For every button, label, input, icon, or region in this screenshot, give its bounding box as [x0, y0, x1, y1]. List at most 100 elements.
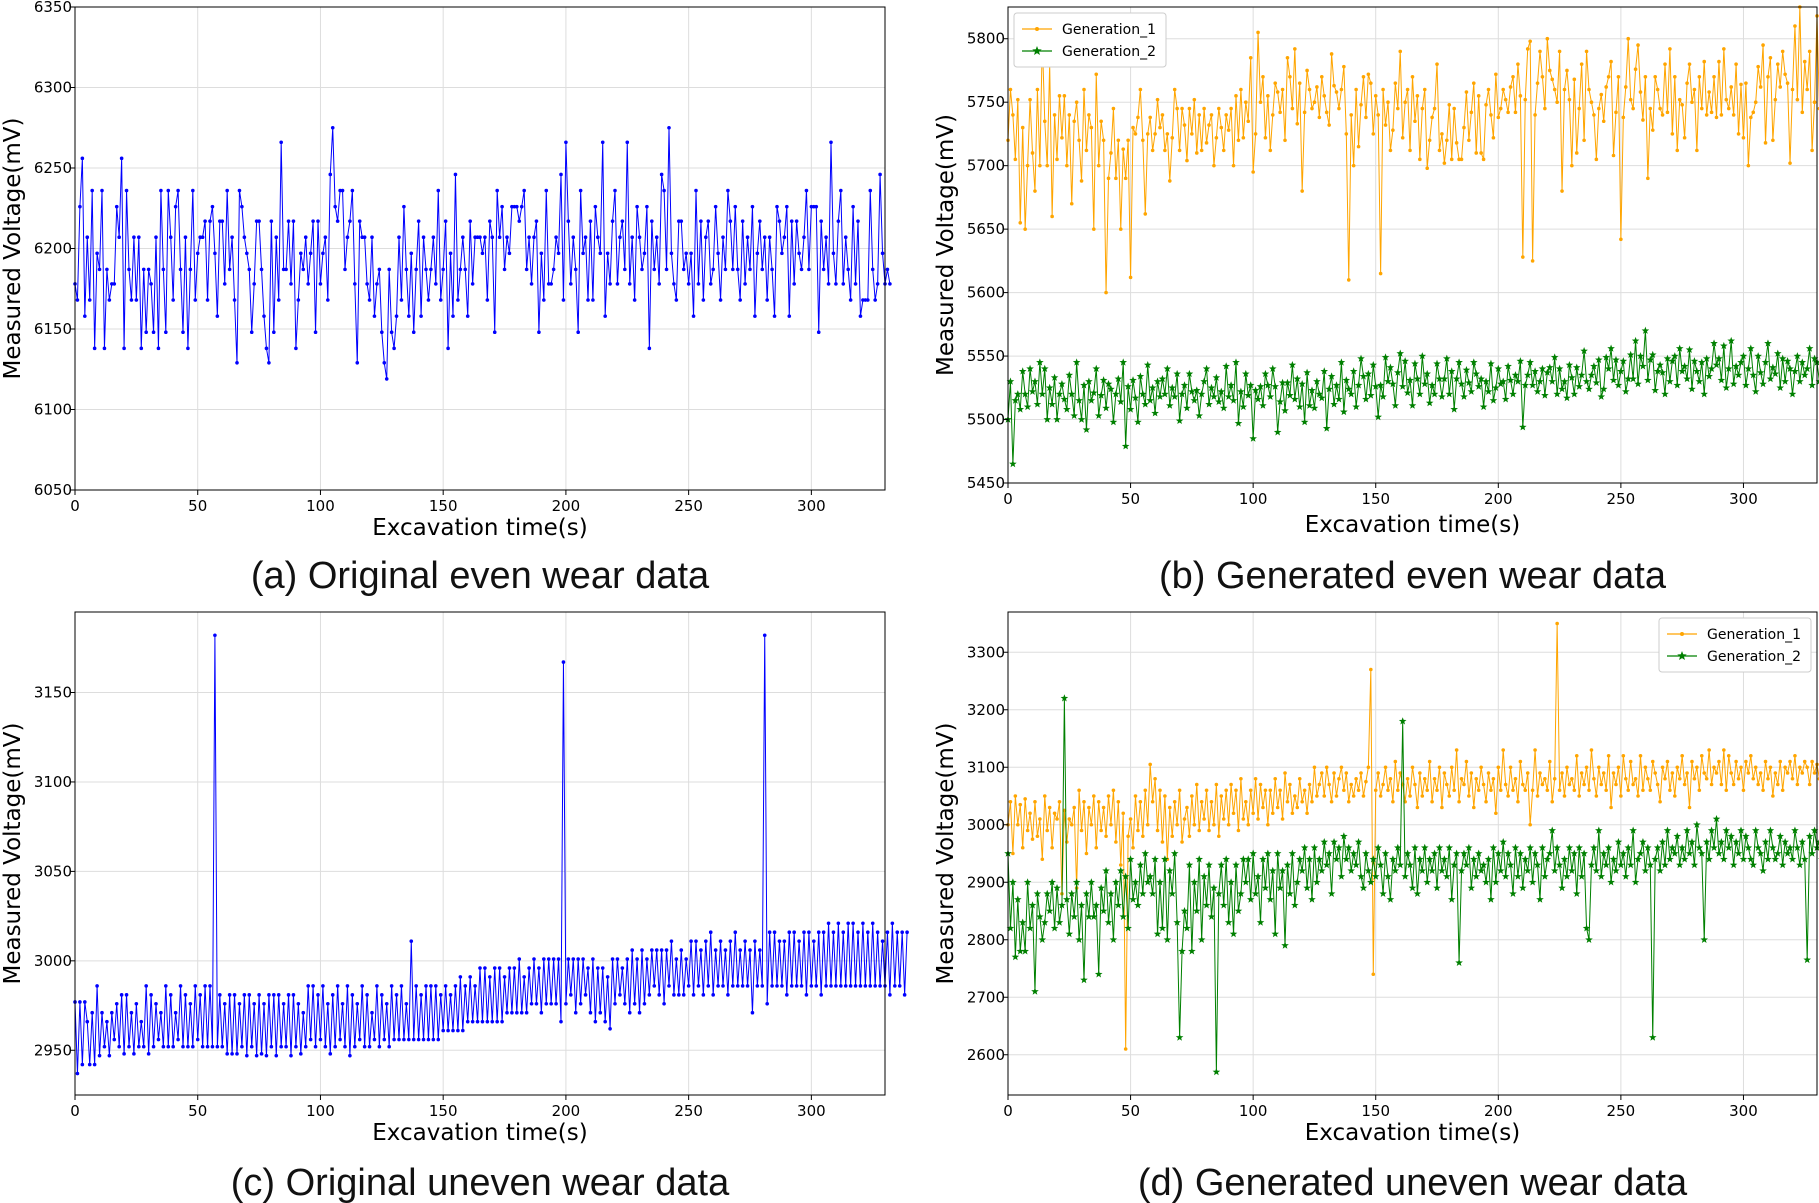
data-point-star	[1251, 386, 1260, 394]
data-point	[1324, 110, 1329, 115]
data-point	[1802, 759, 1807, 764]
data-point-star	[1479, 402, 1488, 411]
data-point-star	[1016, 405, 1025, 413]
data-point-star	[1519, 423, 1527, 431]
data-point-star	[1769, 843, 1777, 851]
data-point	[183, 993, 188, 997]
data-point	[1241, 817, 1246, 821]
data-point	[1160, 113, 1165, 117]
data-point	[176, 1037, 180, 1042]
data-point	[873, 298, 877, 302]
data-point	[313, 1044, 318, 1049]
data-point	[249, 330, 254, 335]
data-point-star	[1771, 855, 1780, 863]
data-point	[286, 993, 291, 997]
data-point	[1533, 748, 1537, 752]
data-point-star	[1070, 411, 1078, 419]
data-point	[279, 1044, 283, 1049]
data-point	[866, 930, 870, 935]
data-point-star	[1396, 349, 1405, 357]
data-point	[1241, 135, 1246, 140]
data-point	[242, 235, 247, 240]
data-point-star	[1695, 843, 1704, 851]
data-point	[772, 930, 777, 935]
data-point-star	[1425, 399, 1434, 407]
data-point	[1577, 106, 1581, 111]
data-point-star	[1413, 374, 1422, 383]
data-point	[1469, 771, 1474, 775]
data-point	[1008, 799, 1013, 804]
data-point	[537, 966, 541, 970]
data-point	[1011, 851, 1015, 856]
data-point-star	[1327, 889, 1336, 897]
data-point-star	[1683, 826, 1691, 834]
data-point	[1697, 75, 1702, 79]
y-tick-label: 3150	[34, 684, 72, 702]
data-point	[1248, 788, 1253, 793]
data-point	[588, 219, 593, 223]
data-point-star	[1131, 878, 1140, 886]
data-point	[593, 1019, 598, 1024]
data-point	[1783, 72, 1787, 77]
data-point-star	[1139, 390, 1147, 398]
data-point	[1013, 157, 1018, 162]
data-point-star	[1038, 935, 1047, 943]
data-point-star	[1156, 392, 1164, 400]
data-point	[1383, 123, 1388, 127]
data-point	[213, 251, 217, 256]
data-point	[821, 267, 826, 272]
data-point	[284, 267, 288, 272]
data-point	[1641, 788, 1645, 793]
data-point	[1270, 811, 1275, 816]
data-point-star	[1783, 849, 1792, 857]
data-point	[586, 966, 590, 970]
data-point	[480, 1019, 485, 1024]
data-point-star	[1192, 386, 1201, 394]
data-point	[1386, 100, 1390, 104]
data-point	[738, 298, 742, 302]
data-point	[1631, 782, 1635, 787]
data-point	[868, 188, 873, 193]
data-point	[338, 188, 342, 193]
data-point	[1498, 788, 1503, 793]
data-point	[657, 282, 661, 286]
y-axis-label: Measured Voltage(mV)	[933, 722, 959, 984]
data-point	[691, 993, 696, 997]
data-point	[1121, 147, 1126, 151]
data-point	[1430, 799, 1434, 804]
data-point	[672, 282, 676, 286]
data-point	[1761, 43, 1765, 47]
data-point	[824, 235, 828, 240]
data-point-star	[1094, 411, 1103, 419]
data-point	[647, 346, 652, 351]
data-point	[1736, 776, 1741, 781]
data-point-star	[1229, 930, 1238, 938]
series-line	[1007, 330, 1819, 464]
data-point	[1677, 776, 1682, 781]
data-point-star	[1168, 383, 1177, 392]
data-point	[1212, 822, 1216, 827]
data-point-star	[1085, 377, 1093, 385]
data-point	[812, 939, 816, 943]
data-point-star	[1528, 878, 1537, 886]
data-point	[716, 984, 720, 988]
data-point-star	[1509, 889, 1517, 897]
data-point	[1646, 776, 1650, 781]
data-point	[669, 251, 674, 256]
data-point	[139, 1019, 144, 1024]
data-point-star	[1291, 901, 1299, 909]
data-point	[92, 1062, 97, 1067]
data-point	[1633, 67, 1638, 71]
data-point	[1060, 135, 1064, 140]
data-point	[1768, 55, 1773, 60]
data-point-star	[1602, 861, 1610, 869]
data-point-star	[1077, 901, 1086, 909]
y-axis-label: Measured Voltage(mV)	[933, 114, 959, 376]
data-point	[1795, 782, 1800, 787]
data-point-star	[1188, 387, 1196, 395]
data-point	[78, 204, 82, 209]
data-point-star	[1651, 386, 1659, 394]
data-point	[1643, 765, 1648, 770]
data-point-star	[1131, 393, 1140, 402]
data-point	[1611, 771, 1616, 775]
